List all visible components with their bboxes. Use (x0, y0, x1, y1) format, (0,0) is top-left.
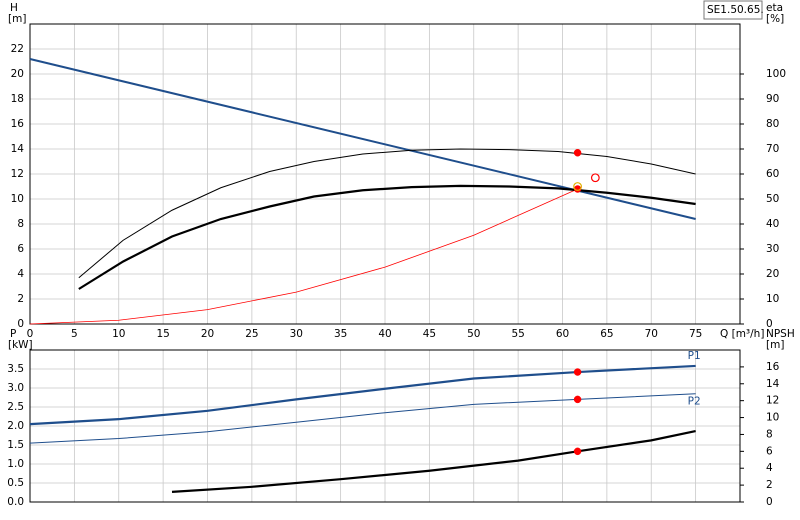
x-axis-title: Q [m³/h] (720, 328, 764, 340)
curve-id: SE1.50.65. (707, 4, 764, 16)
y-tick-label: 18 (11, 93, 24, 105)
y2-tick-label: 16 (766, 361, 780, 373)
y2-tick-label: 6 (766, 445, 773, 457)
curve (29, 364, 696, 426)
y-tick-label: 2 (17, 293, 24, 305)
operating-point (573, 447, 582, 456)
x-tick-label: 10 (112, 328, 125, 340)
curve-label: P1 (688, 350, 701, 362)
x-tick-label: 75 (689, 328, 702, 340)
y-tick-label: 12 (11, 168, 24, 180)
y-axis-unit: [kW] (8, 339, 33, 351)
x-tick-label: 15 (156, 328, 169, 340)
y-axis-unit: [m] (8, 13, 26, 25)
x-tick-label: 0 (27, 328, 34, 340)
operating-point (590, 173, 600, 183)
y2-tick-label: 30 (766, 243, 779, 255)
operating-point (573, 149, 582, 157)
y2-tick-label: 10 (766, 293, 779, 305)
y-tick-label: 3.5 (7, 363, 24, 375)
y2-tick-label: 0 (766, 318, 773, 330)
x-tick-label: 55 (511, 328, 524, 340)
y2-tick-label: 2 (766, 479, 773, 491)
curve (78, 184, 696, 290)
y2-tick-label: 50 (766, 193, 779, 205)
y2-axis-unit: [%] (766, 13, 784, 25)
y-tick-label: 0.5 (7, 477, 24, 489)
y2-tick-label: 4 (766, 462, 773, 474)
operating-point (573, 395, 582, 404)
y2-tick-label: 60 (766, 168, 779, 180)
curve-id-box (703, 0, 763, 20)
curve-label: P2 (688, 396, 701, 408)
plot-frame (29, 23, 741, 325)
curve (29, 58, 696, 220)
y-tick-label: 14 (11, 143, 25, 155)
y-tick-label: 20 (11, 68, 24, 80)
curve (78, 148, 696, 279)
x-tick-label: 5 (71, 328, 78, 340)
x-tick-label: 60 (556, 328, 569, 340)
x-tick-label: 30 (290, 328, 303, 340)
y2-tick-label: 90 (766, 93, 779, 105)
y2-tick-label: 100 (766, 68, 786, 80)
curve (171, 429, 696, 493)
y2-tick-label: 0 (766, 496, 773, 508)
x-tick-label: 45 (423, 328, 436, 340)
y-tick-label: 3.0 (7, 382, 24, 394)
curve (29, 393, 696, 444)
y2-tick-label: 20 (766, 268, 779, 280)
y-tick-label: 1.5 (7, 439, 24, 451)
y-tick-label: 10 (11, 193, 24, 205)
y2-tick-label: 80 (766, 118, 779, 130)
y-tick-label: 0 (17, 318, 24, 330)
y-tick-label: 8 (17, 218, 24, 230)
y-axis-title: P (10, 328, 16, 340)
y-tick-label: 16 (11, 118, 25, 130)
y-tick-label: 0.0 (7, 496, 24, 508)
curve (29, 188, 578, 325)
x-tick-label: 40 (378, 328, 391, 340)
y-tick-label: 22 (11, 43, 24, 55)
operating-point (573, 182, 582, 191)
x-tick-label: 65 (600, 328, 613, 340)
y2-axis-title: eta (766, 2, 783, 14)
y2-tick-label: 70 (766, 143, 779, 155)
y-axis-title: H (10, 2, 18, 14)
x-tick-label: 50 (467, 328, 480, 340)
y-tick-label: 2.5 (7, 401, 24, 413)
y2-axis-unit: [m] (766, 339, 784, 351)
y2-axis-title: NPSH (766, 328, 795, 340)
x-tick-label: 35 (334, 328, 347, 340)
y-tick-label: 1.0 (7, 458, 24, 470)
x-tick-label: 25 (245, 328, 258, 340)
operating-point (573, 368, 582, 376)
x-tick-label: 70 (645, 328, 658, 340)
y2-tick-label: 14 (766, 378, 780, 390)
y-tick-label: 4 (17, 268, 24, 280)
y2-tick-label: 12 (766, 395, 779, 407)
y2-tick-label: 40 (766, 218, 779, 230)
y-tick-label: 2.0 (7, 420, 24, 432)
y-tick-label: 6 (17, 243, 24, 255)
y2-tick-label: 8 (766, 428, 773, 440)
x-tick-label: 20 (201, 328, 214, 340)
plot-frame (29, 349, 741, 503)
y2-tick-label: 10 (766, 412, 779, 424)
